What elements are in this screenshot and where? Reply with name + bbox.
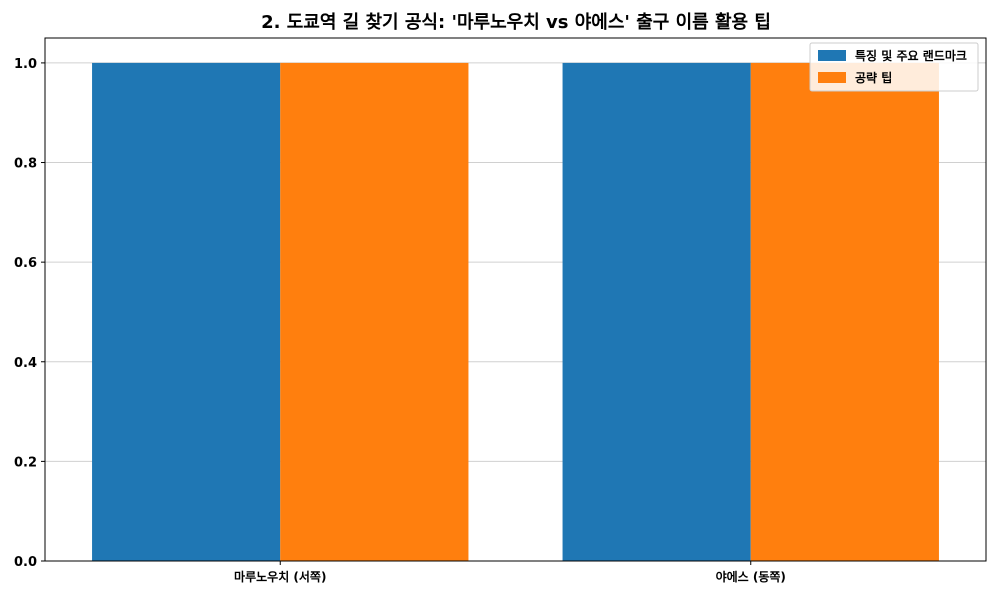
plot-frame bbox=[44, 37, 987, 562]
legend-label: 특징 및 주요 랜드마크 bbox=[855, 48, 967, 63]
bars bbox=[92, 62, 939, 562]
legend-swatch bbox=[818, 50, 846, 61]
y-tick-label: 1.0 bbox=[14, 57, 37, 72]
legend-box bbox=[809, 42, 979, 92]
y-tick-label: 0.6 bbox=[14, 256, 37, 271]
chart-title: 2. 도쿄역 길 찾기 공식: '마루노우치 vs 야에스' 출구 이름 활용 … bbox=[261, 11, 771, 33]
y-tick-label: 0.4 bbox=[14, 356, 37, 371]
legend-swatch bbox=[818, 72, 846, 83]
y-tick-label: 0.0 bbox=[14, 555, 37, 570]
bar-1-2 bbox=[562, 62, 751, 562]
bar-1-1 bbox=[92, 62, 281, 562]
legend-label: 공략 팁 bbox=[855, 71, 892, 85]
y-axis: 0.0 0.2 0.4 0.6 0.8 1.0 bbox=[14, 57, 45, 570]
y-tick-label: 0.2 bbox=[14, 455, 37, 470]
bar-2-1 bbox=[280, 62, 469, 562]
x-tick-label: 야에스 (동쪽) bbox=[716, 569, 786, 584]
x-axis: 마루노우치 (서쪽) 야에스 (동쪽) bbox=[234, 561, 786, 584]
x-tick-label: 마루노우치 (서쪽) bbox=[234, 569, 326, 584]
bar-2-2 bbox=[750, 62, 939, 562]
y-tick-label: 0.8 bbox=[14, 157, 37, 172]
